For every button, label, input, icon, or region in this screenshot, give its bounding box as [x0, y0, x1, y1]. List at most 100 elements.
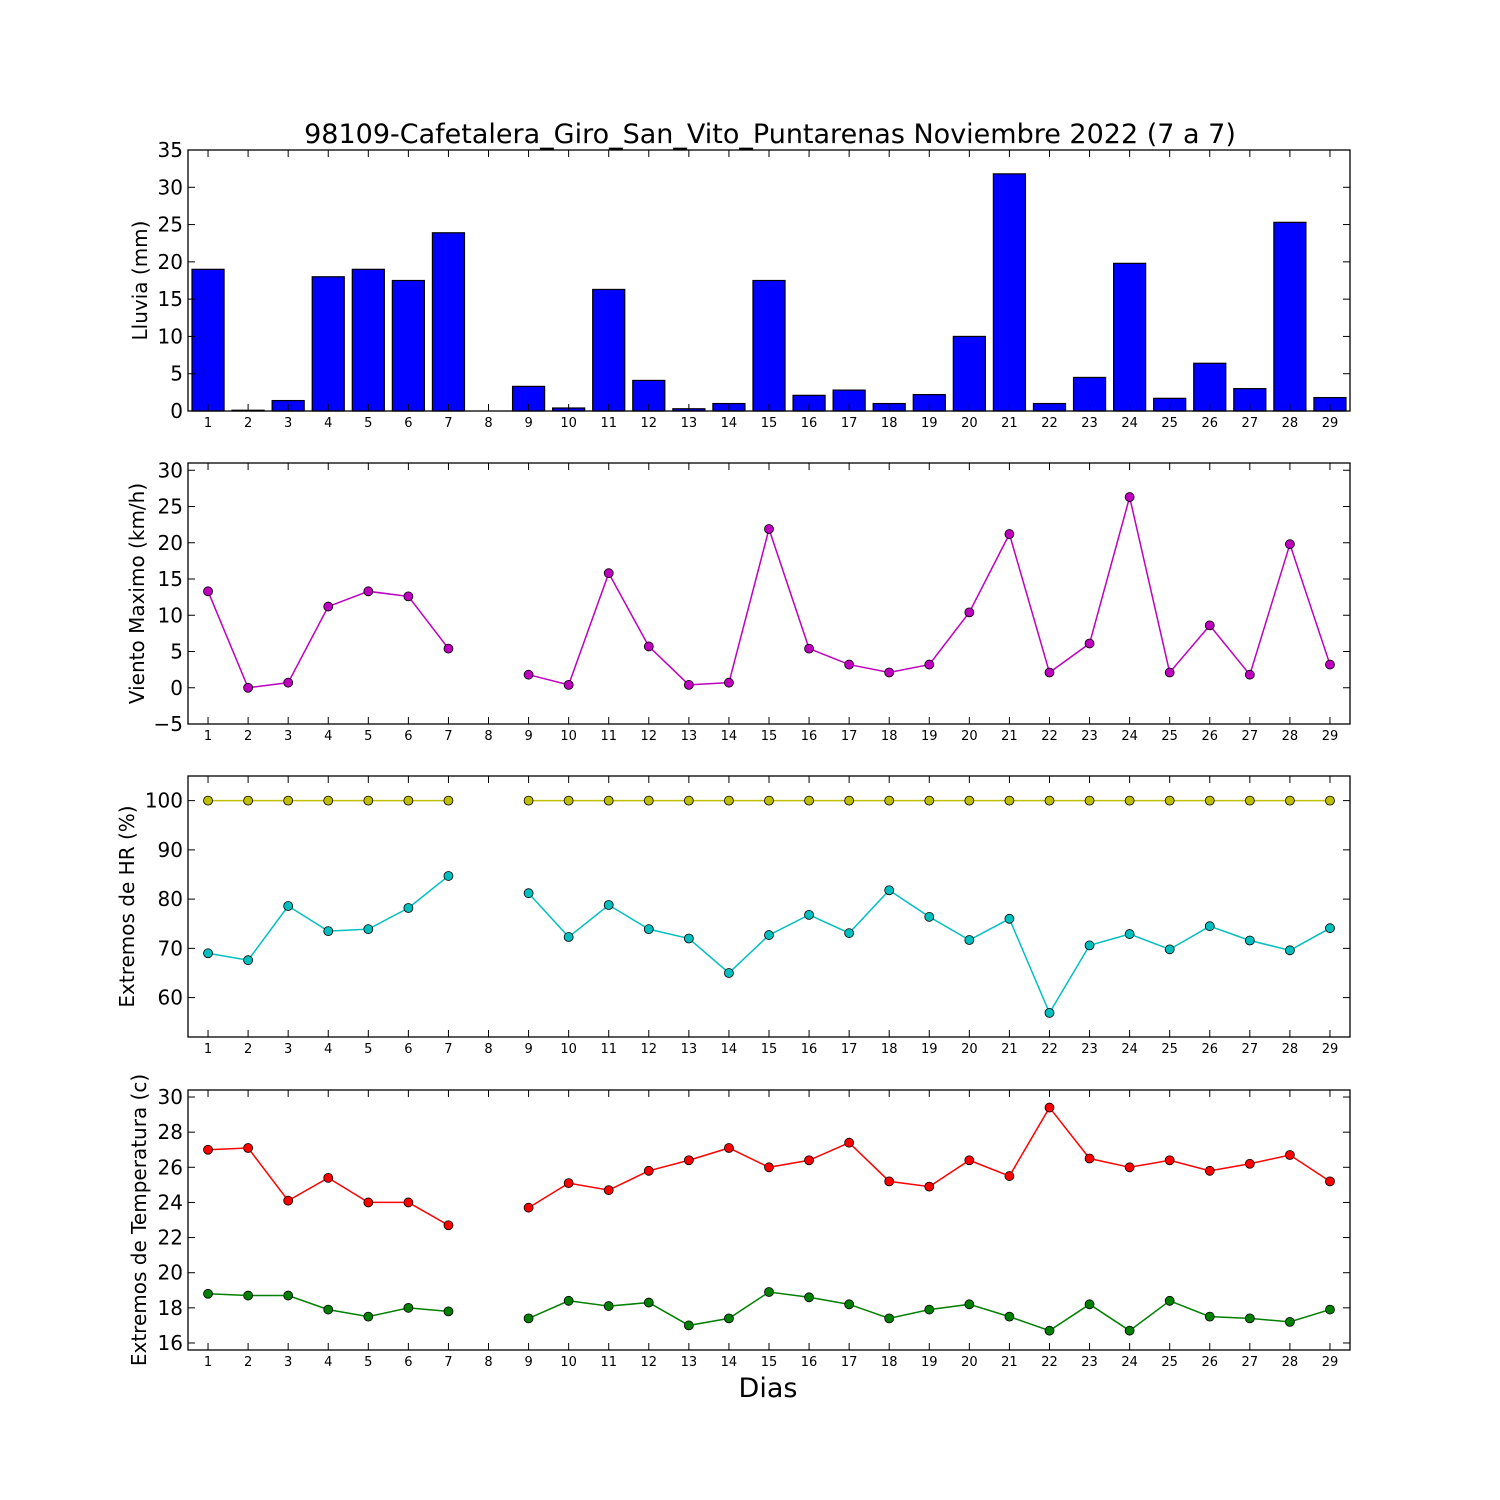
series-1-point-day-10	[563, 795, 574, 806]
series-2-point-day-27	[1244, 1313, 1255, 1324]
series-2-point-day-1	[203, 948, 213, 959]
series-1-point-day-24	[1124, 795, 1135, 806]
series-1-point-day-12	[643, 795, 654, 806]
bar-day-26	[1193, 362, 1227, 412]
x-tick-label: 10	[560, 729, 577, 744]
x-tick-label: 18	[881, 1355, 898, 1370]
series-1-point-day-2	[243, 682, 254, 693]
plot-frame	[187, 775, 1351, 1038]
y-axis-label: Lluvia (mm)	[128, 221, 152, 341]
x-tick-label: 12	[641, 416, 658, 431]
x-tick-label: 4	[324, 1355, 332, 1370]
y-tick-label: 0	[170, 399, 183, 423]
series-2-point-day-23	[1084, 940, 1095, 951]
series-2-point-day-11	[603, 900, 614, 910]
series-1-point-day-5	[363, 586, 374, 597]
series-1-point-day-25	[1164, 795, 1175, 806]
x-tick-label: 9	[524, 729, 532, 744]
series-2-point-day-4	[323, 926, 334, 937]
x-tick-label: 1	[204, 729, 212, 744]
x-tick-label: 12	[641, 729, 658, 744]
y-tick-label: 15	[158, 567, 183, 591]
series-1-point-day-27	[1244, 795, 1255, 806]
series-1-point-day-23	[1084, 795, 1095, 806]
y-tick-label: 80	[158, 887, 183, 911]
series-2-point-day-3	[283, 901, 294, 911]
y-tick-label: 35	[158, 138, 183, 162]
series-1-point-day-28	[1284, 795, 1295, 806]
x-tick-label: 6	[404, 416, 412, 431]
x-tick-label: 2	[244, 1042, 252, 1057]
bar-day-6	[391, 279, 426, 412]
y-tick-label: 30	[158, 1085, 183, 1109]
y-tick-label: 10	[158, 324, 183, 348]
x-tick-label: 25	[1161, 416, 1178, 431]
x-tick-label: 10	[560, 1355, 577, 1370]
series-2-point-day-6	[403, 1302, 414, 1313]
series-2-point-day-16	[804, 909, 814, 920]
series-1-point-day-16	[804, 1155, 814, 1166]
series-1-point-day-4	[323, 1172, 334, 1183]
x-tick-label: 19	[921, 729, 938, 744]
series-1-point-day-11	[603, 568, 614, 579]
x-tick-label: 27	[1242, 729, 1259, 744]
series-2-point-day-10	[563, 932, 574, 942]
series-1-point-day-15	[764, 795, 774, 806]
x-tick-label: 5	[364, 1042, 372, 1057]
series-1-point-day-4	[323, 795, 334, 806]
y-axis-label: Extremos de Temperatura (c)	[127, 1074, 151, 1366]
series-2-point-day-24	[1124, 929, 1135, 939]
x-tick-label: 6	[404, 1042, 412, 1057]
x-tick-label: 21	[1001, 416, 1018, 431]
series-1-point-day-28	[1284, 539, 1295, 550]
series-2-point-day-18	[884, 1313, 895, 1324]
x-tick-label: 21	[1001, 1355, 1018, 1370]
series-2-point-day-21	[1004, 1311, 1015, 1322]
series-1-point-day-28	[1284, 1150, 1295, 1160]
series-1-point-day-13	[683, 795, 694, 806]
x-tick-label: 21	[1001, 1042, 1018, 1057]
figure-title: 98109-Cafetalera_Giro_San_Vito_Puntarena…	[304, 119, 1236, 150]
series-1-point-day-9	[523, 1202, 534, 1213]
x-tick-label: 28	[1282, 729, 1299, 744]
series-1-line-segment-2	[528, 1106, 1331, 1209]
x-tick-label: 15	[761, 1042, 778, 1057]
series-1-point-day-24	[1124, 1162, 1135, 1173]
x-tick-label: 21	[1001, 729, 1018, 744]
x-tick-label: 11	[600, 416, 617, 431]
series-2-point-day-20	[964, 935, 975, 945]
plot-frame	[187, 1089, 1351, 1351]
x-tick-label: 5	[364, 729, 372, 744]
series-2-point-day-28	[1284, 1316, 1295, 1327]
series-2-point-day-25	[1164, 944, 1175, 955]
x-tick-label: 23	[1081, 1042, 1098, 1057]
series-2-point-day-19	[924, 1304, 935, 1315]
y-tick-label: 100	[145, 789, 183, 813]
series-1-point-day-7	[443, 1220, 454, 1231]
x-tick-label: 18	[881, 729, 898, 744]
series-2-point-day-6	[403, 903, 414, 913]
series-1-point-day-7	[443, 795, 454, 806]
series-2-point-day-25	[1164, 1295, 1175, 1306]
y-tick-label: 15	[158, 287, 183, 311]
x-tick-label: 7	[444, 1042, 452, 1057]
x-tick-label: 11	[600, 1042, 617, 1057]
series-2-point-day-17	[844, 1299, 855, 1310]
x-tick-label: 29	[1322, 1355, 1339, 1370]
x-tick-label: 13	[681, 1355, 698, 1370]
x-tick-label: 6	[404, 729, 412, 744]
series-1-point-day-16	[804, 643, 814, 654]
series-2-point-day-28	[1284, 945, 1295, 956]
x-tick-label: 22	[1041, 1355, 1058, 1370]
x-tick-label: 20	[961, 729, 978, 744]
series-2-point-day-16	[804, 1292, 814, 1303]
series-1-point-day-22	[1044, 1102, 1055, 1113]
x-tick-label: 16	[801, 1355, 818, 1370]
y-tick-label: 5	[170, 640, 183, 664]
x-tick-label: 20	[961, 416, 978, 431]
x-tick-label: 19	[921, 416, 938, 431]
x-tick-label: 12	[641, 1355, 658, 1370]
x-tick-label: 9	[524, 1355, 532, 1370]
y-tick-label: 30	[158, 175, 183, 199]
